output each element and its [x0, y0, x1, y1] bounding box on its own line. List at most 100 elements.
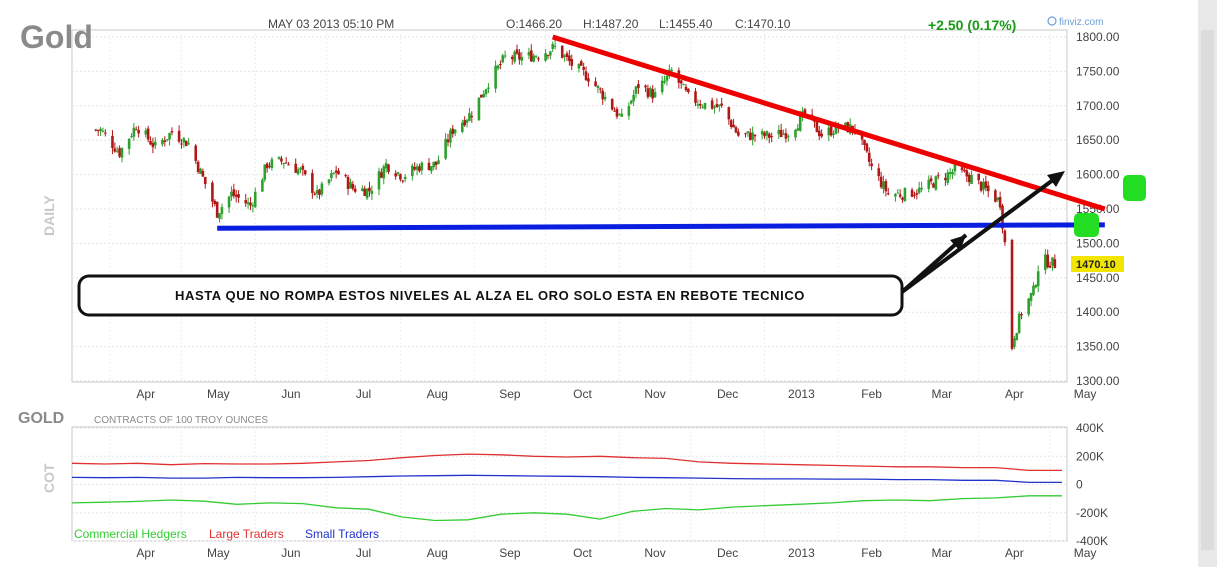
candle-body	[1044, 254, 1047, 270]
candle-body	[294, 163, 298, 173]
candle-body	[820, 133, 823, 137]
price-x-tick: Jul	[356, 387, 371, 401]
candle-body	[496, 65, 500, 69]
scrollbar-thumb[interactable]	[1201, 30, 1214, 550]
candle-body	[434, 161, 438, 165]
candle-body	[687, 88, 690, 92]
price-y-tick: 1500.00	[1076, 236, 1120, 250]
candle-body	[520, 56, 524, 61]
candle-body	[537, 58, 540, 60]
candle-body	[187, 143, 190, 145]
candle-body	[1053, 259, 1057, 268]
cot-x-tick: May	[207, 546, 230, 560]
candle-body	[177, 130, 181, 142]
candle-body	[280, 158, 283, 162]
candle-body	[934, 176, 938, 190]
price-x-tick: Aug	[427, 387, 448, 401]
candle-body	[165, 139, 169, 141]
candle-body	[249, 202, 252, 206]
price-x-tick: Dec	[717, 387, 738, 401]
candle-body	[787, 135, 790, 137]
page-scrollbar[interactable]	[1198, 0, 1217, 567]
price-x-tick: Feb	[861, 387, 882, 401]
candle-body	[237, 194, 240, 198]
candle-body	[268, 165, 271, 167]
cot-y-tick: 0	[1076, 478, 1083, 492]
candle-body	[832, 133, 835, 135]
candle-body	[582, 66, 585, 70]
candle-body	[584, 71, 588, 81]
candle-body	[203, 176, 207, 185]
quote-close: C:1470.10	[735, 17, 791, 31]
price-grid	[72, 30, 1067, 382]
candle-body	[703, 102, 707, 109]
candle-body	[867, 152, 871, 162]
candle-body	[1046, 254, 1050, 268]
candle-body	[532, 55, 535, 62]
candle-body	[287, 164, 290, 166]
candle-body	[137, 130, 140, 134]
candle-body	[760, 131, 764, 135]
candle-body	[113, 148, 117, 152]
candle-body	[201, 170, 205, 177]
candle-body	[230, 191, 233, 197]
candle-body	[979, 181, 983, 191]
candle-body	[451, 128, 455, 134]
candle-body	[460, 122, 464, 132]
candle-body	[579, 61, 583, 66]
last-price-label: 1470.10	[1076, 259, 1116, 271]
candle-body	[163, 140, 167, 142]
candle-body	[311, 173, 314, 193]
annotation-box	[77, 274, 904, 317]
price-y-tick: 1700.00	[1076, 99, 1120, 113]
cot-x-tick: Apr	[136, 546, 155, 560]
candle-body	[901, 197, 904, 200]
candle-body	[794, 129, 797, 138]
candle-body	[634, 86, 638, 94]
candle-body	[503, 55, 507, 57]
symbol-title: Gold	[20, 19, 93, 55]
candle-body	[184, 140, 188, 147]
candle-body	[432, 161, 436, 168]
price-x-tick: Sep	[499, 387, 521, 401]
resistance-trendline	[551, 34, 1106, 212]
source-label: finviz.com	[1059, 17, 1103, 28]
candle-body	[963, 169, 966, 172]
price-x-tick: Mar	[931, 387, 952, 401]
candle-body	[713, 106, 716, 108]
candle-body	[318, 189, 321, 195]
candle-body	[720, 103, 723, 106]
candle-body	[384, 163, 388, 169]
candle-body	[1032, 285, 1035, 295]
candle-body	[215, 201, 219, 218]
candle-body	[399, 174, 402, 180]
candle-body	[698, 103, 702, 106]
candle-body	[299, 168, 302, 170]
candle-body	[1027, 298, 1030, 315]
candle-body	[1003, 230, 1007, 243]
candle-body	[494, 65, 497, 89]
candle-body	[232, 189, 236, 196]
candle-body	[330, 173, 333, 179]
candle-body	[1036, 271, 1040, 287]
candle-body	[320, 183, 324, 195]
candle-body	[782, 133, 785, 135]
cot-series-line-1	[71, 453, 1062, 472]
candle-body	[684, 86, 688, 91]
candle-body	[168, 133, 171, 140]
candle-body	[1015, 332, 1019, 341]
price-y-tick: 1650.00	[1076, 133, 1120, 147]
candle-body	[487, 87, 490, 89]
candle-body	[411, 165, 414, 176]
candle-body	[967, 174, 971, 183]
candle-body	[896, 192, 900, 194]
candle-body	[767, 133, 771, 138]
candle-body	[815, 120, 819, 133]
candle-body	[615, 108, 619, 117]
support-trendline	[217, 222, 1105, 231]
candle-body	[751, 132, 754, 140]
candle-body	[337, 170, 340, 175]
candle-body	[951, 171, 954, 175]
candle-body	[917, 187, 921, 193]
